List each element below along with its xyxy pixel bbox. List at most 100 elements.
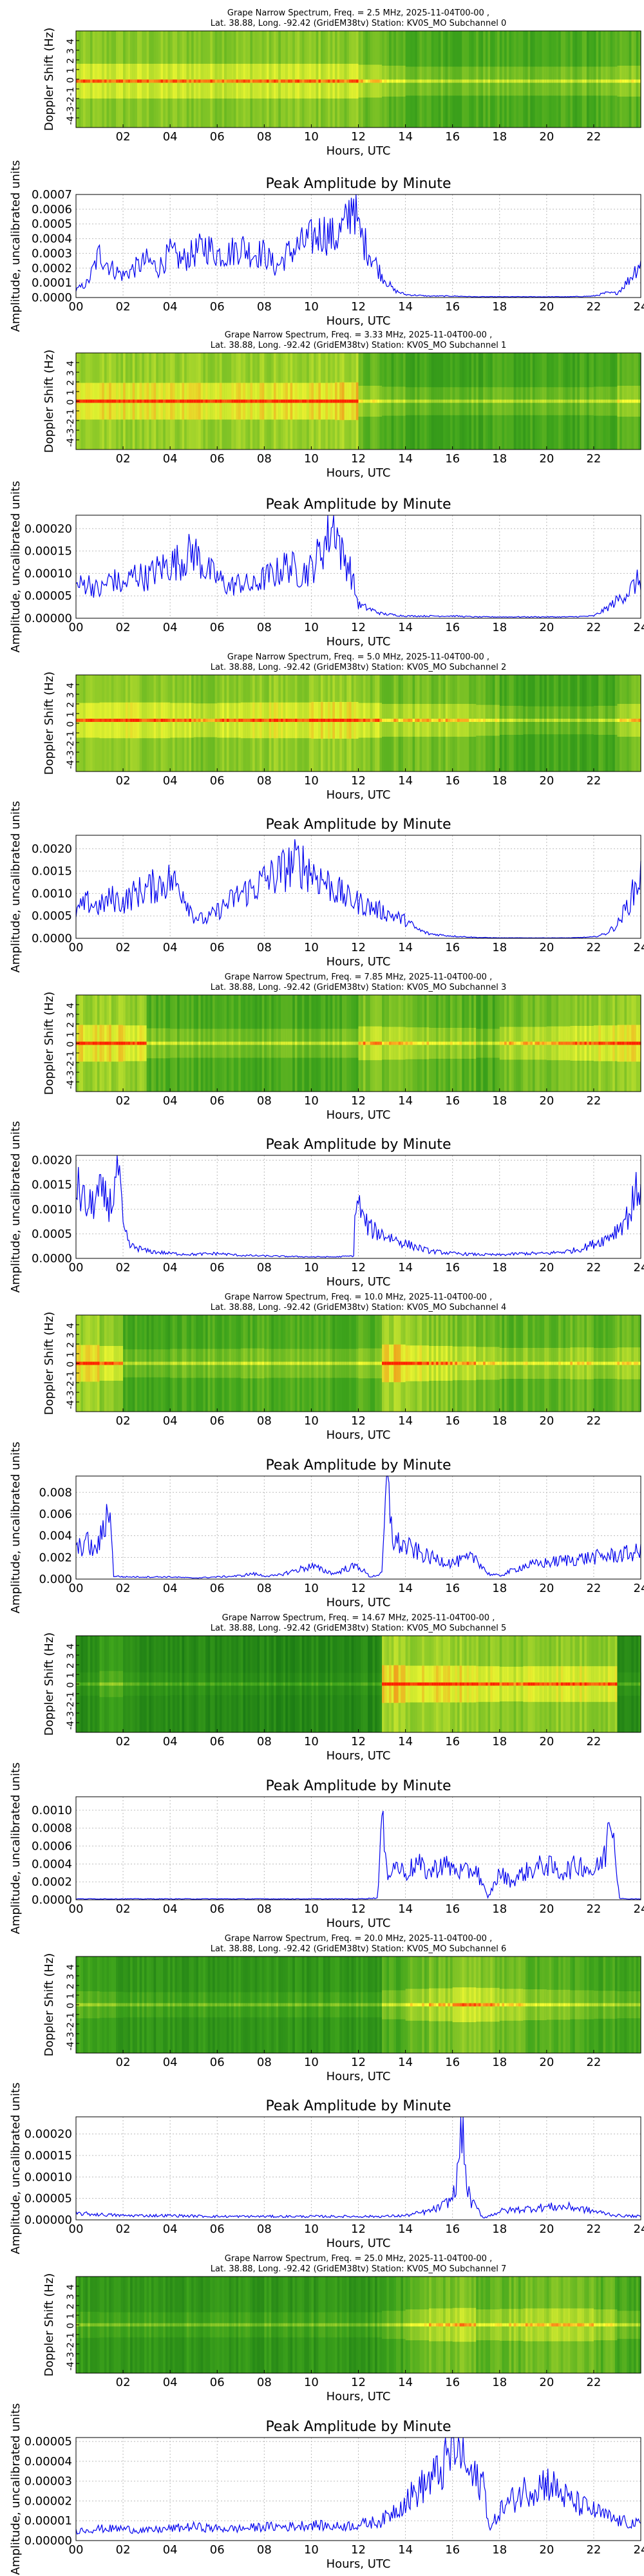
spectrogram-carrier <box>156 1041 159 1045</box>
spectrogram-carrier <box>203 399 206 403</box>
spectrogram-carrier <box>231 719 234 722</box>
x-tick-label: 10 <box>304 1261 319 1274</box>
spectrogram-carrier <box>354 1041 357 1045</box>
spectrogram-carrier <box>273 399 277 403</box>
spectrogram-carrier <box>448 719 451 722</box>
spectrogram-carrier <box>386 1361 390 1365</box>
spectrogram-carrier <box>422 1682 425 1686</box>
x-tick-label: 02 <box>116 1261 131 1274</box>
spectrogram-carrier <box>379 1041 383 1045</box>
spectrogram-carrier <box>113 79 117 83</box>
spectrogram-carrier <box>311 79 314 83</box>
spectrogram-carrier <box>273 719 277 722</box>
spectrogram-carrier <box>280 719 284 722</box>
y-tick-label: 0 <box>66 77 76 83</box>
y-tick-label: 3 <box>66 692 76 698</box>
spectrogram-carrier <box>254 1041 258 1045</box>
y-tick-label: -4 <box>66 1400 76 1409</box>
spectrogram-carrier <box>120 1041 124 1045</box>
spectrogram-carrier <box>261 719 265 722</box>
x-tick-label: 10 <box>304 300 319 314</box>
spectrogram-carrier <box>579 399 583 403</box>
spectrogram-carrier <box>280 1361 284 1365</box>
spectrogram-carrier <box>337 1041 340 1045</box>
spectrogram-carrier <box>365 399 368 403</box>
spectrogram-carrier <box>443 1682 446 1686</box>
spectrogram-carrier <box>408 1041 411 1045</box>
spectrogram-carrier <box>316 1041 319 1045</box>
spectrogram-carrier <box>450 719 453 722</box>
spectrogram-carrier <box>292 79 296 83</box>
spectrogram-carrier <box>410 1682 413 1686</box>
spectrogram-carrier <box>556 79 559 83</box>
spectrogram-carrier <box>212 79 216 83</box>
x-tick-label: 04 <box>163 1414 178 1428</box>
spectrogram-carrier <box>513 1682 516 1686</box>
spectrogram-carrier <box>314 1682 317 1686</box>
spectrogram-carrier <box>316 79 319 83</box>
spectrogram-carrier <box>238 1361 242 1365</box>
x-tick-label: 18 <box>492 452 507 466</box>
spectrogram-carrier <box>231 399 234 403</box>
spectrogram-carrier <box>573 399 576 403</box>
spectrogram-carrier <box>283 1041 286 1045</box>
spectrogram-carrier <box>565 1682 569 1686</box>
spectrogram-carrier <box>450 399 453 403</box>
spectrogram-carrier <box>448 79 451 83</box>
spectrogram-carrier <box>311 719 314 722</box>
spectrogram-carrier <box>278 399 281 403</box>
spectrogram-carrier <box>372 1682 375 1686</box>
spectrogram-carrier <box>445 719 448 722</box>
spectrogram-carrier <box>200 1041 204 1045</box>
spectrogram-carrier <box>370 719 374 722</box>
y-tick-label: -4 <box>66 438 76 447</box>
spectrogram-carrier <box>95 399 98 403</box>
y-tick-label: 0.0000 <box>32 1252 72 1265</box>
spectrogram-carrier <box>401 79 404 83</box>
spectrogram-carrier <box>504 719 507 722</box>
spectrogram-carrier <box>361 719 364 722</box>
spectrogram-carrier <box>125 1041 128 1045</box>
x-tick-label: 08 <box>257 1261 272 1274</box>
spectrogram-carrier <box>210 399 213 403</box>
spectrogram-carrier <box>233 719 237 722</box>
spectrogram-carrier <box>480 399 484 403</box>
spectrogram-carrier <box>82 399 86 403</box>
y-tick-label: 0.0000 <box>32 1893 72 1907</box>
spectrogram-carrier <box>485 79 489 83</box>
spectrogram-carrier <box>355 1361 359 1365</box>
spectrogram-carrier <box>629 1361 632 1365</box>
spectrogram-carrier <box>579 1041 583 1045</box>
spectrogram-carrier <box>278 1682 281 1686</box>
spectrogram-carrier <box>358 1041 361 1045</box>
spectrogram-carrier <box>165 2003 169 2007</box>
x-tick-label: 16 <box>445 1582 460 1595</box>
spectrogram-carrier <box>518 1361 522 1365</box>
spectrogram-carrier <box>247 1361 251 1365</box>
spectrogram-carrier <box>348 1682 352 1686</box>
spectrogram-carrier <box>471 719 475 722</box>
spectrogram-carrier <box>158 399 162 403</box>
spectrogram-carrier <box>104 719 108 722</box>
spectrogram-carrier <box>375 1361 378 1365</box>
spectrogram-carrier <box>82 719 86 722</box>
amplitude-ylabel: Amplitude, uncalibrated units <box>9 1442 23 1614</box>
x-tick-label: 22 <box>586 300 601 314</box>
spectrogram-carrier <box>257 1682 260 1686</box>
spectrogram-carrier <box>170 399 173 403</box>
spectrogram-carrier <box>408 1682 411 1686</box>
spectrogram-carrier <box>299 1041 303 1045</box>
y-tick-label: 0.0003 <box>32 247 72 260</box>
spectrogram-carrier <box>624 1361 627 1365</box>
spectrogram-carrier <box>573 79 576 83</box>
x-tick-label: 22 <box>586 1735 601 1748</box>
x-tick-label: 04 <box>163 452 178 466</box>
spectrogram-carrier <box>90 2003 93 2007</box>
amplitude-frame <box>75 1796 641 1900</box>
spectrogram-carrier <box>516 399 519 403</box>
x-tick-label: 10 <box>304 1735 319 1748</box>
spectrogram-carrier <box>128 719 131 722</box>
spectrogram-carrier <box>593 79 597 83</box>
spectrogram-carrier <box>283 1682 286 1686</box>
amplitude-series-line <box>75 515 641 618</box>
